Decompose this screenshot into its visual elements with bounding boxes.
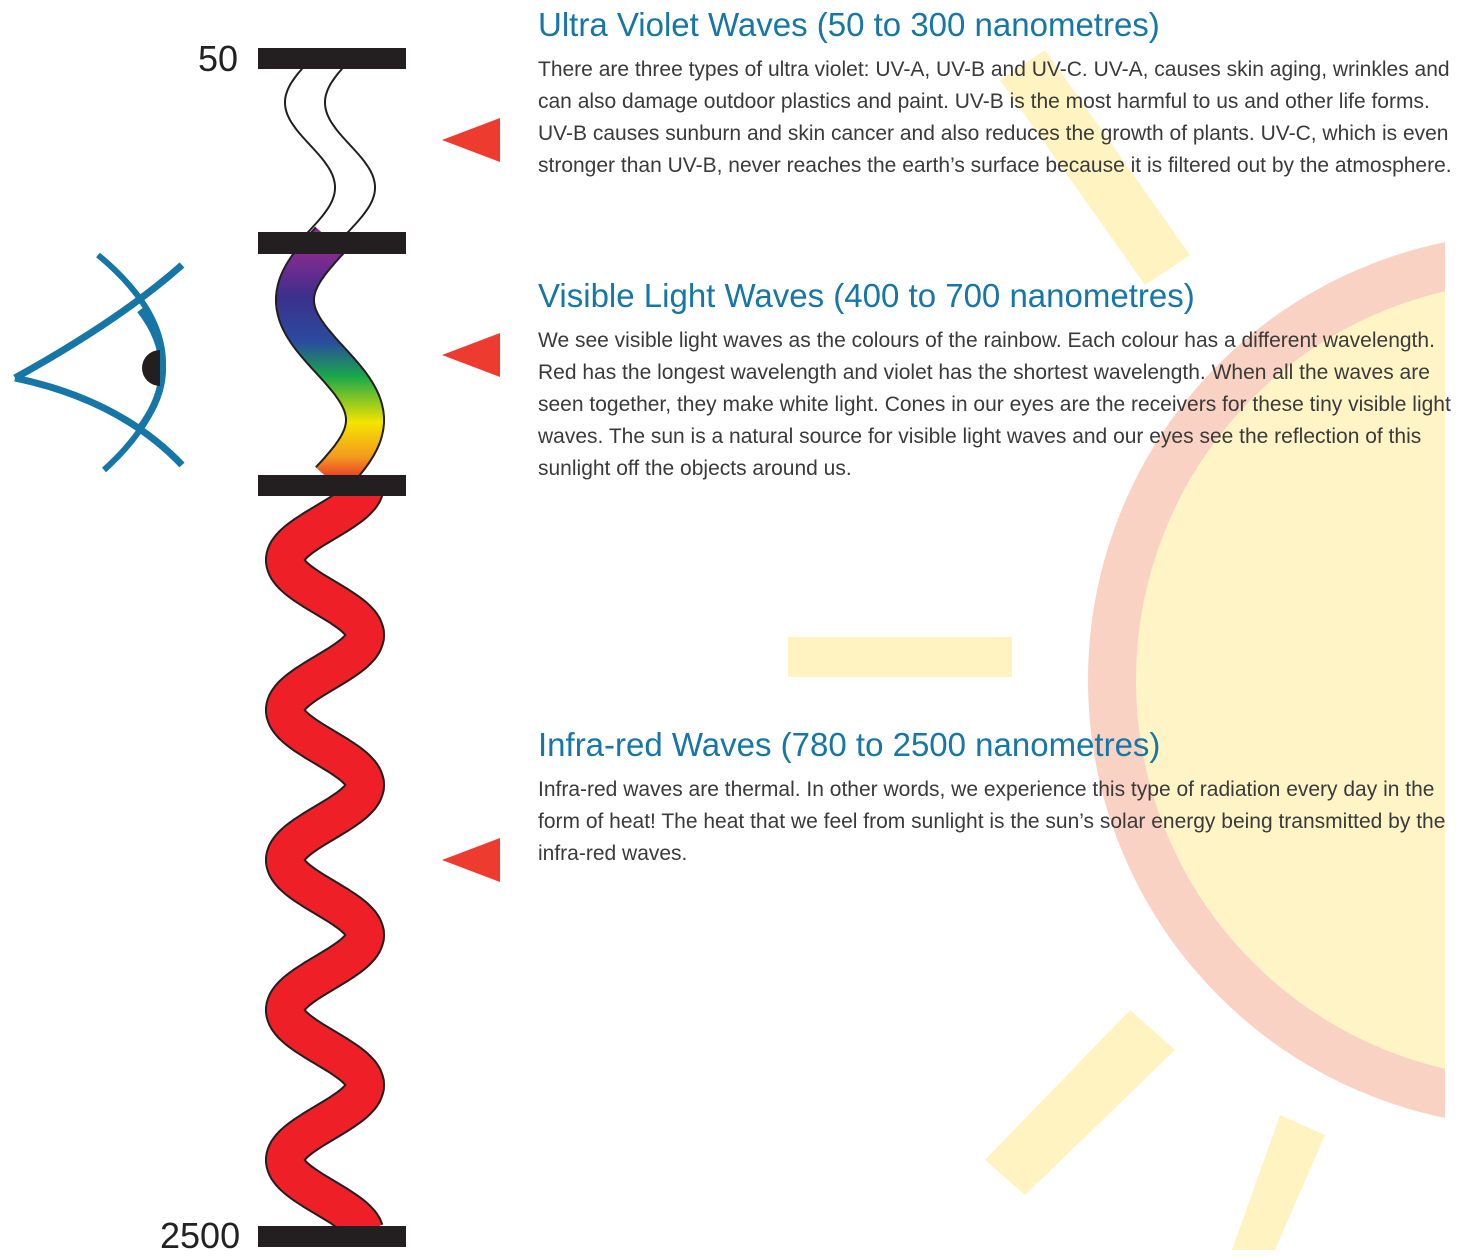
scale-top-label: 50	[198, 38, 238, 80]
eye	[15, 255, 182, 470]
section: Ultra Violet Waves (50 to 300 nanometres…	[538, 6, 1453, 182]
section: Visible Light Waves (400 to 700 nanometr…	[538, 277, 1453, 485]
section: Infra-red Waves (780 to 2500 nanometres)…	[538, 726, 1453, 870]
wave-segment	[285, 485, 365, 1231]
section-title: Infra-red Waves (780 to 2500 nanometres)	[538, 726, 1453, 764]
pointers	[442, 118, 500, 882]
section-body: We see visible light waves as the colour…	[538, 325, 1453, 485]
section-title: Visible Light Waves (400 to 700 nanometr…	[538, 277, 1453, 315]
section-body: There are three types of ultra violet: U…	[538, 54, 1453, 182]
wave-segment	[325, 60, 375, 240]
illustration	[0, 0, 1462, 1256]
section-body: Infra-red waves are thermal. In other wo…	[538, 774, 1453, 870]
wave-segment	[285, 60, 335, 240]
page: 50 2500 Ultra Violet Waves (50 to 300 na…	[0, 0, 1462, 1256]
scale-bottom-label: 2500	[160, 1215, 240, 1257]
section-title: Ultra Violet Waves (50 to 300 nanometres…	[538, 6, 1453, 44]
